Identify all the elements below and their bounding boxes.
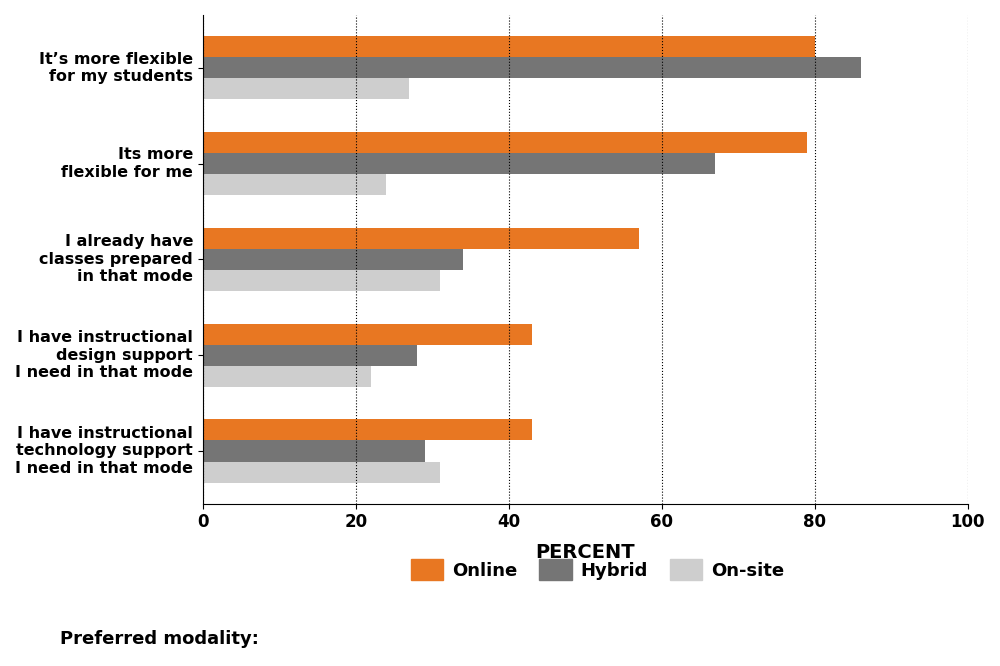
Bar [203, 324, 532, 344]
Bar [203, 228, 639, 249]
Bar [203, 174, 386, 195]
Bar [203, 462, 440, 483]
X-axis label: PERCENT: PERCENT [535, 543, 635, 561]
Text: Preferred modality:: Preferred modality: [60, 630, 259, 649]
Bar [203, 420, 532, 440]
Bar [203, 366, 371, 387]
Bar [203, 36, 815, 57]
Legend: Online, Hybrid, On-site: Online, Hybrid, On-site [411, 559, 784, 580]
Bar [203, 270, 440, 291]
Bar [203, 57, 861, 78]
Bar [203, 440, 425, 462]
Bar [203, 249, 463, 270]
Bar [203, 132, 807, 153]
Bar [203, 153, 715, 174]
Bar [203, 344, 417, 366]
Bar [203, 78, 409, 99]
